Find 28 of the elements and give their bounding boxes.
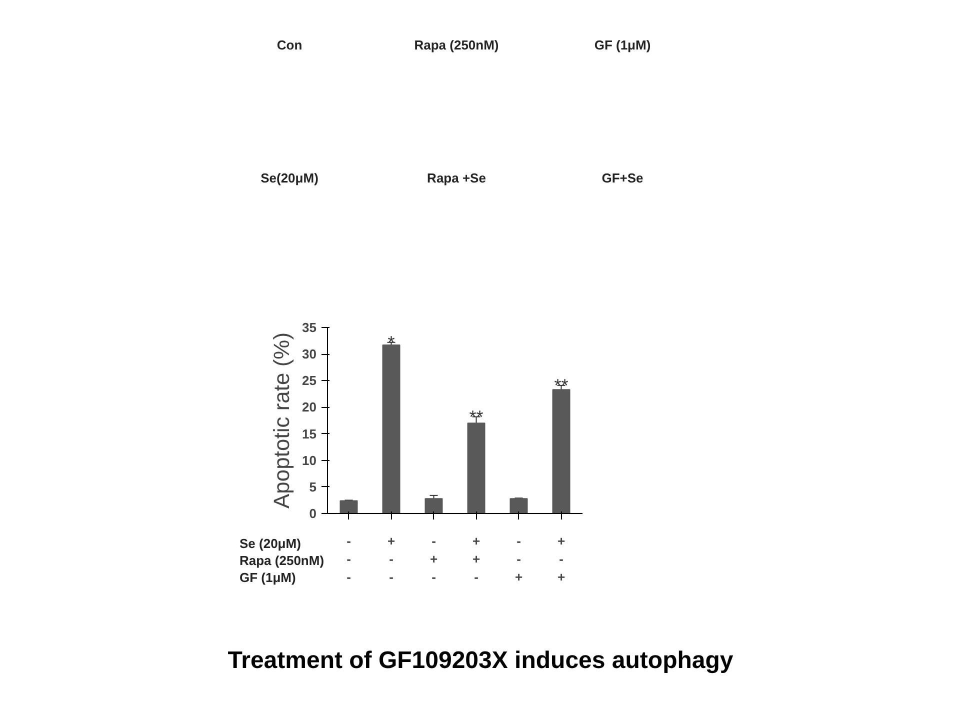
x-tick-label: - - - <box>346 534 351 584</box>
y-tick-label: 35 <box>302 320 317 335</box>
x-tick-label: + - + <box>557 534 566 584</box>
y-tick-label: 0 <box>309 506 317 521</box>
y-tick-label: 15 <box>302 426 317 442</box>
text: GF (1μM) <box>240 570 296 585</box>
text: GF (1μM) <box>594 38 651 52</box>
y-tick-label: 10 <box>302 452 317 468</box>
annotation: ** <box>469 406 484 427</box>
x-tick-label: + + - <box>472 534 480 584</box>
text: Con <box>276 38 302 52</box>
text: Rapa (250nM) <box>414 38 499 52</box>
text: Se(20μM) <box>260 170 318 186</box>
text: Rapa (250nM) <box>240 553 324 568</box>
x-tick-label: - - + <box>514 534 523 584</box>
text: Se (20μM) <box>240 536 301 551</box>
text: GF+Se <box>602 170 644 186</box>
x-tick-label: + - - <box>387 534 396 584</box>
text: Treatment of GF109203X induces autophagy <box>228 647 734 674</box>
y-tick-label: 20 <box>302 400 317 415</box>
text: Rapa +Se <box>427 170 486 186</box>
y-tick-label: 25 <box>302 373 317 388</box>
x-tick-label: - + - <box>430 534 438 584</box>
y-axis-title: Apoptotic rate (%) <box>269 332 294 509</box>
y-tick-label: 5 <box>309 479 317 494</box>
annotation: ** <box>554 375 568 396</box>
y-tick-label: 30 <box>302 346 317 362</box>
annotation: * <box>388 332 395 352</box>
